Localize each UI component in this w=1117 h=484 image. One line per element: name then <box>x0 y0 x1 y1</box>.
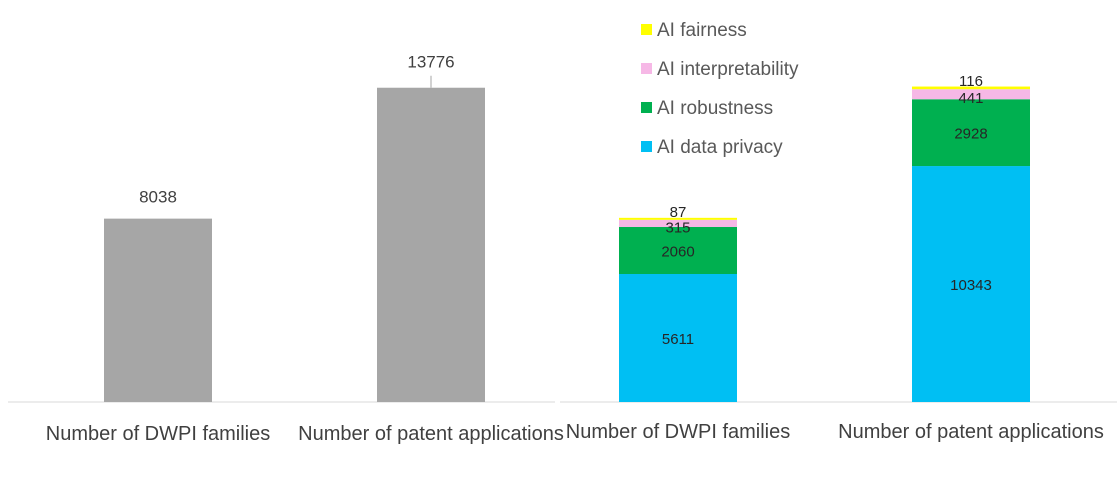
data-label-ai-robustness: 2928 <box>954 126 987 143</box>
legend-entry-ai-robustness: AI robustness <box>657 98 773 119</box>
legend-swatch-ai-interpretability <box>641 63 652 74</box>
legend-swatch-ai-robustness <box>641 102 652 113</box>
bar-segment-ai-data-privacy-number-of-patent-applications <box>912 166 1030 402</box>
data-label-ai-fairness: 116 <box>959 73 983 90</box>
legend: AI fairness AI interpretability AI robustn… <box>641 20 799 158</box>
data-label-ai-interpretability: 315 <box>665 219 690 236</box>
bar-segment-ai-robustness-number-of-dwpi-families <box>619 227 737 274</box>
category-label: Number of patent applications <box>838 421 1104 443</box>
data-label-ai-interpretability: 441 <box>958 90 983 107</box>
data-label-ai-robustness: 2060 <box>661 244 694 261</box>
category-label: Number of patent applications <box>298 423 564 445</box>
bar-segment-ai-data-privacy-number-of-dwpi-families <box>619 273 737 402</box>
legend-entry-ai-fairness: AI fairness <box>657 20 747 41</box>
bar-number-of-patent-applications <box>377 87 485 403</box>
bar-segment-ai-robustness-number-of-patent-applications <box>912 99 1030 167</box>
left-bar-chart: 8038 Number of DWPI families 13776 Number o… <box>8 53 564 445</box>
legend-entry-ai-interpretability: AI interpretability <box>657 59 799 80</box>
category-label: Number of DWPI families <box>566 421 791 443</box>
legend-swatch-ai-fairness <box>641 24 652 35</box>
data-label-ai-data-privacy: 10343 <box>950 277 992 294</box>
data-label-number-of-dwpi-families: 8038 <box>139 188 177 207</box>
legend-entry-ai-data-privacy: AI data privacy <box>657 137 783 158</box>
data-label-number-of-patent-applications: 13776 <box>407 53 454 72</box>
bar-segment-ai-interpretability-number-of-dwpi-families <box>619 219 737 228</box>
bar-segment-ai-interpretability-number-of-patent-applications <box>912 89 1030 100</box>
category-label: Number of DWPI families <box>46 423 271 445</box>
data-label-ai-fairness: 87 <box>670 204 687 221</box>
data-label-ai-data-privacy: 5611 <box>662 331 694 348</box>
bar-segment-ai-fairness-number-of-patent-applications <box>912 86 1030 90</box>
bar-number-of-dwpi-families <box>104 218 212 402</box>
bar-segment-ai-fairness-number-of-dwpi-families <box>619 217 737 220</box>
legend-swatch-ai-data-privacy <box>641 141 652 152</box>
